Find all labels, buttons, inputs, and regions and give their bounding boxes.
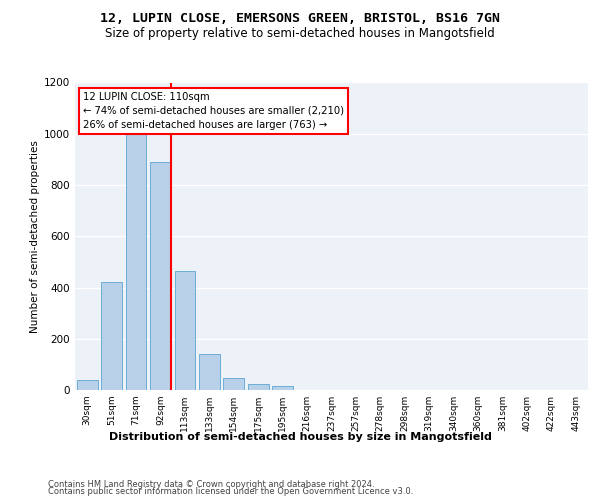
Bar xyxy=(101,282,122,390)
Text: Distribution of semi-detached houses by size in Mangotsfield: Distribution of semi-detached houses by … xyxy=(109,432,491,442)
Bar xyxy=(150,162,171,390)
Text: Size of property relative to semi-detached houses in Mangotsfield: Size of property relative to semi-detach… xyxy=(105,28,495,40)
Bar xyxy=(77,380,98,390)
Text: 12 LUPIN CLOSE: 110sqm
← 74% of semi-detached houses are smaller (2,210)
26% of : 12 LUPIN CLOSE: 110sqm ← 74% of semi-det… xyxy=(83,92,344,130)
Y-axis label: Number of semi-detached properties: Number of semi-detached properties xyxy=(30,140,40,332)
Text: Contains public sector information licensed under the Open Government Licence v3: Contains public sector information licen… xyxy=(48,487,413,496)
Bar xyxy=(248,384,269,390)
Text: Contains HM Land Registry data © Crown copyright and database right 2024.: Contains HM Land Registry data © Crown c… xyxy=(48,480,374,489)
Bar xyxy=(272,386,293,390)
Text: 12, LUPIN CLOSE, EMERSONS GREEN, BRISTOL, BS16 7GN: 12, LUPIN CLOSE, EMERSONS GREEN, BRISTOL… xyxy=(100,12,500,26)
Bar xyxy=(175,271,196,390)
Bar xyxy=(223,378,244,390)
Bar xyxy=(199,354,220,390)
Bar xyxy=(125,134,146,390)
